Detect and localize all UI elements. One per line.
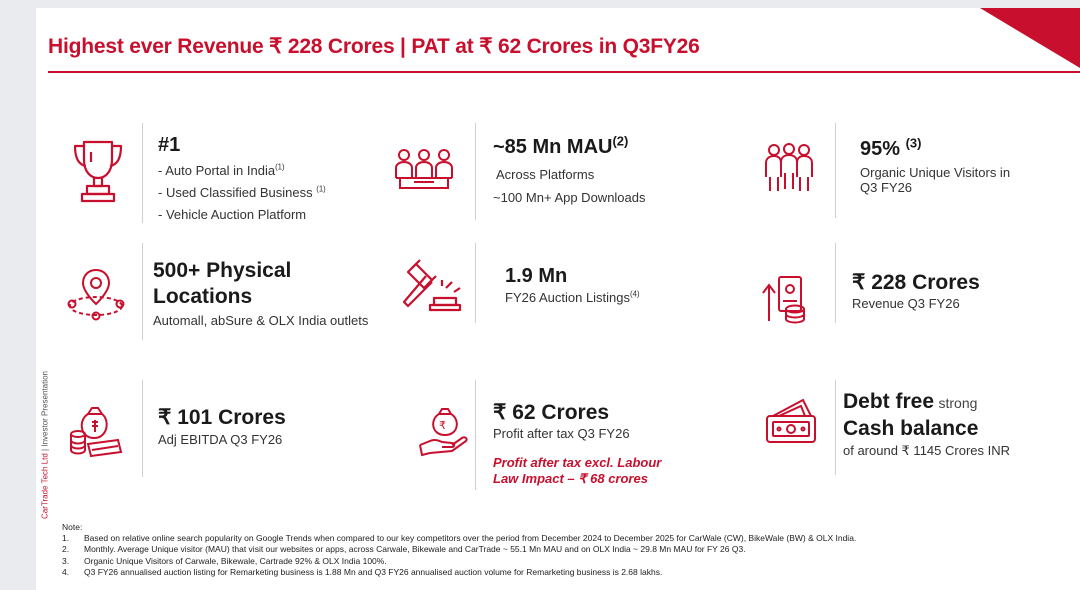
divider [835,123,836,218]
debt-free-label: Debt free [843,390,935,413]
divider [475,123,476,220]
slide: Highest ever Revenue ₹ 228 Crores | PAT … [36,8,1080,590]
footnote-marker: (1) [316,184,326,194]
auction-sub: FY26 Auction Listings(4) [505,290,640,305]
footnote-number: 3. [62,555,70,566]
footnote-marker: (1) [275,162,285,172]
sidebar-doc: Investor Presentation [40,371,50,447]
footnote-text: Organic Unique Visitors of Carwale, Bike… [84,555,387,566]
revenue-headline: ₹ 228 Crores [852,271,980,294]
mau-value: ~85 Mn MAU [493,136,613,158]
debt-line1: Debt free strong [843,390,977,414]
rank-bullet-text: - Auto Portal in India [158,163,276,178]
rank-bullet: - Used Classified Business (1) [158,185,326,200]
page-title: Highest ever Revenue ₹ 228 Crores | PAT … [48,35,700,58]
trophy-icon [73,140,123,203]
divider [142,123,143,223]
footnote-number: 4. [62,566,70,577]
locations-line2: Locations [153,285,253,308]
debt-strong-label: strong [938,395,978,411]
revenue-sub: Revenue Q3 FY26 [852,296,960,311]
ebitda-sub: Adj EBITDA Q3 FY26 [158,432,283,447]
footnote-item: 4. Q3 FY26 annualised auction listing for… [62,567,856,578]
sidebar-company: CarTrade Tech Ltd [40,453,50,519]
footnote-number: 1. [62,533,70,544]
pat-note: Profit after tax excl. Labour [493,455,662,470]
mau-line2: ~100 Mn+ App Downloads [493,190,646,205]
wallet-cash-icon [766,398,816,443]
mau-line1: Across Platforms [496,167,595,182]
location-pin-icon [67,268,125,321]
audience-icon [395,149,453,189]
footnote-number: 2. [62,544,70,555]
footnote-text: Monthly. Average Unique visitor (MAU) th… [84,544,746,555]
footnote-text: Q3 FY26 annualised auction listing for R… [84,566,663,577]
divider [835,380,836,475]
organic-line2: Q3 FY26 [860,180,913,195]
divider [475,380,476,490]
organic-line1: Organic Unique Visitors in [860,165,1011,180]
money-bag-icon [70,407,123,458]
rank-headline: #1 [158,134,181,156]
organic-value: 95% [860,138,901,160]
sidebar-separator: | [40,448,50,451]
rank-bullet: - Vehicle Auction Platform [158,207,307,222]
profit-hand-icon: ₹ [419,408,468,457]
footnote-marker: (2) [612,133,629,149]
footnote-marker: (4) [630,289,640,299]
svg-text:₹: ₹ [439,419,446,432]
sidebar-label: CarTrade Tech Ltd | Investor Presentatio… [38,360,52,530]
sidebar-text: CarTrade Tech Ltd | Investor Presentatio… [41,371,50,519]
pat-note: Law Impact – ₹ 68 crores [493,471,648,486]
divider [142,380,143,477]
mau-headline: ~85 Mn MAU(2) [493,133,629,159]
footnote-item: 1. Based on relative online search popula… [62,533,856,544]
divider [142,243,143,340]
debt-sub: of around ₹ 1145 Crores INR [843,443,1011,458]
rank-bullet-text: - Used Classified Business [158,185,313,200]
divider [835,243,836,323]
footnotes: Note: 1. Based on relative online search … [62,522,856,578]
auction-headline: 1.9 Mn [505,265,568,287]
gavel-icon [402,259,462,312]
footnote-text: Based on relative online search populari… [84,533,857,544]
pat-sub: Profit after tax Q3 FY26 [493,426,630,441]
locations-line1: 500+ Physical [153,259,292,282]
notes-label: Note: [62,522,83,532]
pat-headline: ₹ 62 Crores [493,401,610,424]
corner-accent [980,8,1080,68]
divider [475,243,476,323]
footnote-item: 2. Monthly. Average Unique visitor (MAU) … [62,544,856,555]
footnote-item: 3. Organic Unique Visitors of Carwale, Bi… [62,556,856,567]
locations-sub: Automall, abSure & OLX India outlets [153,313,369,328]
title-underline [48,71,1080,73]
auction-sub-text: FY26 Auction Listings [505,290,631,305]
organic-headline: 95% (3) [860,135,922,161]
rank-bullet: - Auto Portal in India(1) [158,163,285,178]
debt-line2: Cash balance [843,417,979,440]
ebitda-headline: ₹ 101 Crores [158,406,286,429]
footnote-marker: (3) [905,135,922,151]
people-group-icon [765,143,813,191]
revenue-growth-icon [762,276,805,324]
